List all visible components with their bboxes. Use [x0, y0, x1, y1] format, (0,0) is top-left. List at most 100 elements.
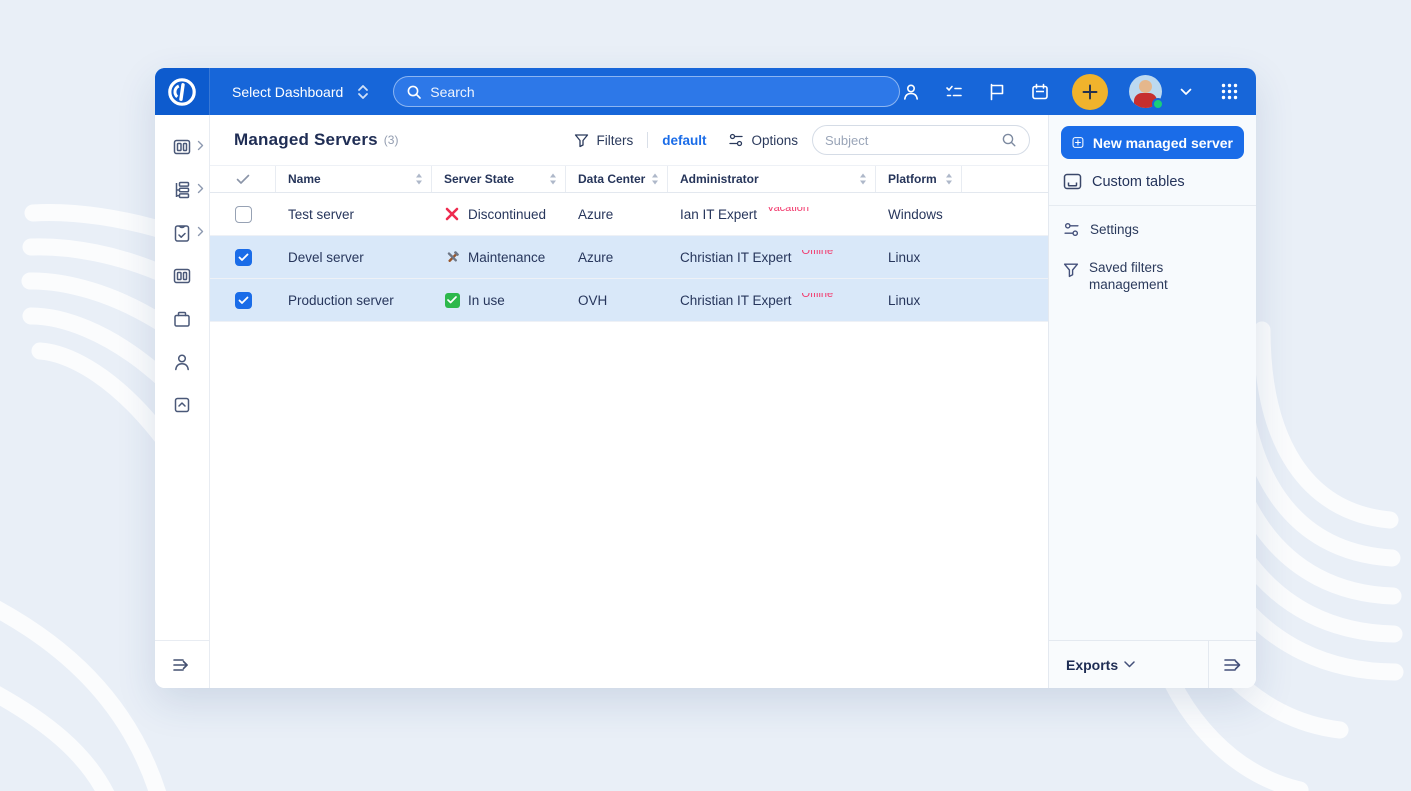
- collapse-panel-icon: [1223, 658, 1240, 671]
- sidebar-item-panels[interactable]: [155, 254, 209, 297]
- chevron-right-icon: [197, 181, 204, 199]
- sort-icon: [550, 173, 556, 185]
- app-window: Select Dashboard: [155, 68, 1256, 688]
- maintenance-tools-icon: [444, 249, 460, 265]
- sort-icon: [652, 173, 658, 185]
- chevron-down-icon: [1124, 661, 1135, 668]
- right-panel: New managed server Custom tables Setting…: [1048, 115, 1256, 688]
- table-row[interactable]: Test server Discontinued Azure Ian IT Ex…: [210, 193, 1048, 236]
- server-name-cell: Production server: [288, 292, 394, 308]
- top-navigation-bar: Select Dashboard: [155, 68, 1256, 115]
- default-filter-link[interactable]: default: [662, 132, 707, 148]
- record-count: (3): [383, 133, 399, 147]
- settings-button[interactable]: Settings: [1049, 210, 1256, 249]
- apps-grid-icon[interactable]: [1218, 81, 1240, 103]
- add-new-button[interactable]: [1072, 73, 1108, 110]
- dashboard-selector-label: Select Dashboard: [232, 83, 344, 100]
- saved-filters-button[interactable]: Saved filters management: [1049, 249, 1256, 305]
- sidebar-item-tasks[interactable]: [155, 211, 209, 254]
- custom-tables-button[interactable]: Custom tables: [1049, 162, 1256, 201]
- table-row[interactable]: Devel server Maintenance Azure: [210, 236, 1048, 279]
- discontinued-cross-icon: [444, 206, 460, 222]
- logo-icon: [168, 77, 196, 106]
- sliders-icon: [1064, 222, 1079, 237]
- toolbar-divider: [647, 132, 649, 148]
- server-state-cell: Maintenance: [432, 249, 566, 265]
- server-state-cell: Discontinued: [432, 206, 566, 222]
- admin-status-badge: Offline: [801, 292, 834, 301]
- custom-tables-icon: [1063, 173, 1082, 190]
- box-up-icon: [174, 397, 190, 412]
- dashboard-selector[interactable]: Select Dashboard: [232, 84, 369, 100]
- plus-icon: [1082, 84, 1098, 99]
- briefcase-icon: [174, 311, 190, 327]
- filters-label: Filters: [596, 132, 634, 148]
- data-center-cell: Azure: [578, 206, 614, 222]
- checklist-icon[interactable]: [943, 81, 965, 103]
- table-row[interactable]: Production server In use OVH Christian I…: [210, 279, 1048, 322]
- user-icon[interactable]: [900, 81, 922, 103]
- clipboard-check-icon: [174, 224, 190, 242]
- online-status-dot: [1152, 98, 1164, 110]
- administrator-cell: Christian IT Expert Offline: [668, 293, 876, 308]
- row-checkbox[interactable]: [234, 291, 252, 309]
- page-title: Managed Servers: [234, 130, 378, 149]
- main-content: Managed Servers (3) Filters default: [210, 115, 1048, 688]
- user-avatar[interactable]: [1129, 75, 1164, 110]
- select-all-checkbox[interactable]: [210, 166, 276, 192]
- column-header-name[interactable]: Name: [276, 166, 432, 192]
- column-header-data-center[interactable]: Data Center: [566, 166, 668, 192]
- table-header-row: Name Server State Data Center Administra…: [210, 165, 1048, 193]
- user-icon: [175, 353, 189, 370]
- admin-status-badge: Vacation: [767, 206, 810, 215]
- topbar-actions: [900, 73, 1256, 110]
- server-name-cell: Devel server: [288, 249, 364, 265]
- sidebar-collapse-button[interactable]: [155, 640, 209, 688]
- row-checkbox[interactable]: [234, 248, 252, 266]
- row-checkbox[interactable]: [234, 205, 252, 223]
- platform-cell: Windows: [888, 206, 943, 222]
- subject-search[interactable]: [812, 125, 1030, 155]
- sidebar-item-archive[interactable]: [155, 383, 209, 426]
- chevron-right-icon: [197, 224, 204, 242]
- global-search[interactable]: [393, 76, 900, 107]
- column-header-platform[interactable]: Platform: [876, 166, 962, 192]
- column-header-server-state[interactable]: Server State: [432, 166, 566, 192]
- column-header-empty: [962, 166, 1048, 192]
- global-search-input[interactable]: [430, 83, 887, 100]
- options-label: Options: [751, 132, 798, 148]
- options-button[interactable]: Options: [728, 132, 798, 148]
- sidebar-item-tree[interactable]: [155, 168, 209, 211]
- servers-table: Name Server State Data Center Administra…: [210, 165, 1048, 688]
- platform-cell: Linux: [888, 292, 921, 308]
- panel-collapse-button[interactable]: [1209, 641, 1256, 688]
- sidebar-item-projects[interactable]: [155, 297, 209, 340]
- calendar-icon[interactable]: [1029, 81, 1051, 103]
- admin-status-badge: Offline: [801, 249, 834, 258]
- sort-icon: [860, 173, 866, 185]
- funnel-icon: [575, 133, 589, 147]
- panel-bottom-bar: Exports: [1049, 640, 1256, 688]
- unfold-icon: [358, 84, 369, 99]
- new-managed-server-button[interactable]: New managed server: [1061, 126, 1244, 159]
- funnel-icon: [1063, 263, 1079, 278]
- server-state-cell: In use: [432, 292, 566, 308]
- in-use-check-icon: [444, 292, 460, 308]
- search-icon: [407, 85, 422, 99]
- sidebar-item-dashboards[interactable]: [155, 125, 209, 168]
- filters-button[interactable]: Filters: [574, 133, 633, 148]
- sliders-icon: [729, 133, 744, 147]
- sidebar-item-users[interactable]: [155, 340, 209, 383]
- exports-button[interactable]: Exports: [1049, 641, 1209, 688]
- sort-icon: [416, 173, 422, 185]
- account-chevron-down-icon[interactable]: [1175, 81, 1197, 103]
- flag-icon[interactable]: [986, 81, 1008, 103]
- list-toolbar: Managed Servers (3) Filters default: [210, 115, 1048, 165]
- panels-icon: [173, 268, 191, 283]
- app-logo[interactable]: [155, 68, 210, 115]
- administrator-cell: Christian IT Expert Offline: [668, 250, 876, 265]
- chevron-right-icon: [197, 138, 204, 156]
- administrator-cell: Ian IT Expert Vacation: [668, 207, 876, 222]
- subject-search-input[interactable]: [825, 132, 993, 148]
- column-header-administrator[interactable]: Administrator: [668, 166, 876, 192]
